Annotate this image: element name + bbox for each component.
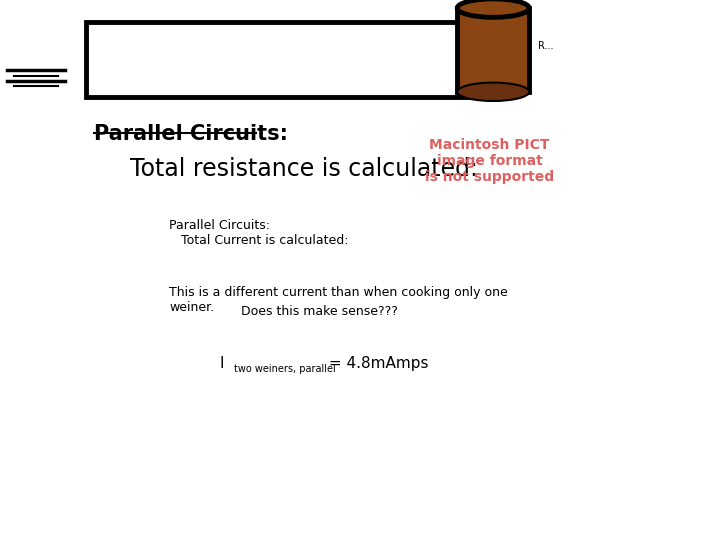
Text: Does this make sense???: Does this make sense??? <box>241 305 398 318</box>
Bar <box>86 22 497 97</box>
Text: = 4.8mAmps: = 4.8mAmps <box>324 356 428 372</box>
Text: two weiners, parallel: two weiners, parallel <box>234 364 336 375</box>
Text: I: I <box>220 356 224 372</box>
Ellipse shape <box>457 0 529 17</box>
Text: Macintosh PICT
image format
is not supported: Macintosh PICT image format is not suppo… <box>425 138 554 184</box>
Text: Parallel Circuits:: Parallel Circuits: <box>94 124 287 144</box>
Text: This is a different current than when cooking only one
weiner.: This is a different current than when co… <box>169 286 508 314</box>
Bar <box>457 8 529 92</box>
Text: Total Current is calculated:: Total Current is calculated: <box>169 234 348 247</box>
Text: Total resistance is calculated:: Total resistance is calculated: <box>130 157 477 180</box>
Text: R...: R... <box>538 40 554 51</box>
Text: Parallel Circuits:: Parallel Circuits: <box>169 219 270 232</box>
Ellipse shape <box>457 83 529 101</box>
